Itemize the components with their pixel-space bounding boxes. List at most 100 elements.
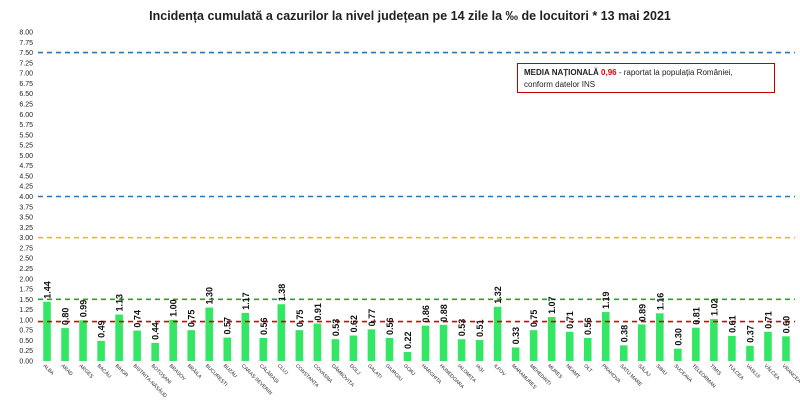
bar — [169, 319, 177, 361]
value-label: 0.80 — [61, 308, 71, 326]
bar — [746, 345, 754, 361]
value-label: 0.22 — [403, 331, 413, 349]
x-tick-label: VRANCEA — [781, 363, 800, 385]
value-label: 1.07 — [547, 296, 557, 314]
x-tick-label: VASLUI — [745, 363, 762, 380]
value-label: 0.53 — [331, 319, 341, 337]
y-tick-label: 4.25 — [19, 184, 33, 191]
y-tick-label: 3.50 — [19, 215, 33, 222]
value-label: 0.53 — [457, 319, 467, 337]
x-tick-label: SĂLAJ — [636, 362, 652, 378]
value-label: 0.75 — [295, 310, 305, 328]
y-axis: 0.00 0.25 0.50 0.75 1.00 1.25 1.50 1.75 2.00 2.25… — [19, 30, 33, 366]
bar — [493, 306, 502, 361]
value-label: 0.57 — [223, 317, 233, 335]
bar — [277, 304, 286, 361]
bar — [79, 320, 87, 361]
value-label: 0.91 — [313, 303, 323, 321]
value-label: 0.56 — [385, 317, 395, 335]
x-tick-label: BRĂILA — [186, 362, 204, 380]
bar — [656, 313, 664, 361]
y-tick-label: 2.75 — [19, 245, 33, 252]
value-label: 0.60 — [781, 316, 791, 334]
value-label: 0.86 — [421, 305, 431, 323]
x-tick-label: DOLJ — [348, 363, 362, 377]
bar — [619, 345, 628, 361]
bar — [133, 330, 141, 361]
bar — [692, 327, 700, 361]
value-label: 0.71 — [763, 311, 773, 329]
bar — [223, 337, 232, 361]
y-tick-label: 0.25 — [19, 348, 33, 355]
value-label: 0.75 — [529, 310, 539, 328]
x-tick-label: BACĂU — [96, 362, 113, 379]
value-label: 1.32 — [493, 286, 503, 304]
bar — [601, 312, 610, 361]
x-tick-label: GIURGIU — [384, 363, 404, 383]
value-label: 0.30 — [673, 328, 683, 346]
value-label: 1.02 — [709, 299, 719, 317]
y-tick-label: 7.00 — [19, 71, 33, 78]
value-label: 0.88 — [439, 304, 449, 322]
y-tick-label: 4.00 — [19, 194, 33, 201]
bar — [403, 351, 412, 361]
x-tick-label: OLT — [582, 363, 593, 374]
y-tick-label: 7.75 — [19, 40, 33, 47]
value-label: 0.56 — [583, 317, 593, 335]
value-label: 0.71 — [565, 311, 575, 329]
bar — [241, 312, 250, 361]
x-tick-label: NEAMȚ — [564, 363, 581, 380]
y-tick-label: 8.00 — [19, 30, 33, 37]
bar — [61, 328, 69, 361]
bar — [205, 307, 214, 361]
y-tick-label: 1.25 — [19, 307, 33, 314]
bar — [151, 342, 159, 361]
y-tick-label: 2.00 — [19, 276, 33, 283]
national-average-legend: MEDIA NAȚIONALĂ 0,96 - raportat la popul… — [517, 63, 775, 93]
y-tick-label: 1.75 — [19, 287, 33, 294]
x-tick-label: GALAȚI — [366, 363, 383, 380]
bar — [97, 340, 105, 361]
y-tick-label: 6.75 — [19, 81, 33, 88]
legend-text-1: - raportat la populația României, — [616, 68, 733, 77]
bar — [638, 324, 646, 361]
x-axis-labels: ALBA ARAD ARGEȘ BACĂU BIHOR BISTRIȚA-NĂSĂUDBO… — [42, 362, 800, 399]
y-tick-label: 2.25 — [19, 266, 33, 273]
value-label: 0.49 — [97, 320, 107, 338]
value-label: 0.99 — [79, 300, 89, 318]
value-label: 1.13 — [115, 294, 125, 312]
value-label: 0.89 — [637, 304, 647, 322]
x-tick-label: BUZĂU — [222, 362, 239, 379]
bar — [511, 347, 520, 361]
bar — [583, 337, 592, 361]
bar — [782, 336, 790, 361]
value-label: 1.38 — [277, 284, 287, 302]
x-tick-label: TIMIȘ — [708, 363, 722, 377]
value-label: 0.62 — [349, 315, 359, 333]
reference-lines — [38, 51, 795, 323]
y-tick-label: 3.25 — [19, 225, 33, 232]
value-label: 0.38 — [619, 325, 629, 343]
x-tick-label: MUREȘ — [546, 363, 563, 380]
value-label: 0.74 — [133, 310, 143, 328]
bar — [313, 323, 322, 361]
bar — [187, 330, 195, 361]
bar — [421, 325, 430, 361]
value-label: 0.61 — [727, 315, 737, 333]
bars — [43, 301, 790, 361]
value-label: 0.56 — [259, 317, 269, 335]
y-tick-label: 6.00 — [19, 112, 33, 119]
x-tick-label: BISTRIȚA-NĂSĂUD — [132, 362, 169, 399]
x-tick-label: ARGEȘ — [78, 363, 95, 380]
value-label: 0.75 — [187, 310, 197, 328]
bar — [475, 340, 484, 361]
bar — [457, 339, 466, 361]
value-label: 0.44 — [151, 322, 161, 340]
x-tick-label: SIBIU — [654, 363, 668, 377]
bar — [710, 319, 718, 361]
legend-title: MEDIA NAȚIONALĂ — [524, 68, 599, 77]
y-tick-label: 5.25 — [19, 143, 33, 150]
x-tick-label: TULCEA — [727, 363, 746, 382]
y-tick-label: 5.00 — [19, 153, 33, 160]
